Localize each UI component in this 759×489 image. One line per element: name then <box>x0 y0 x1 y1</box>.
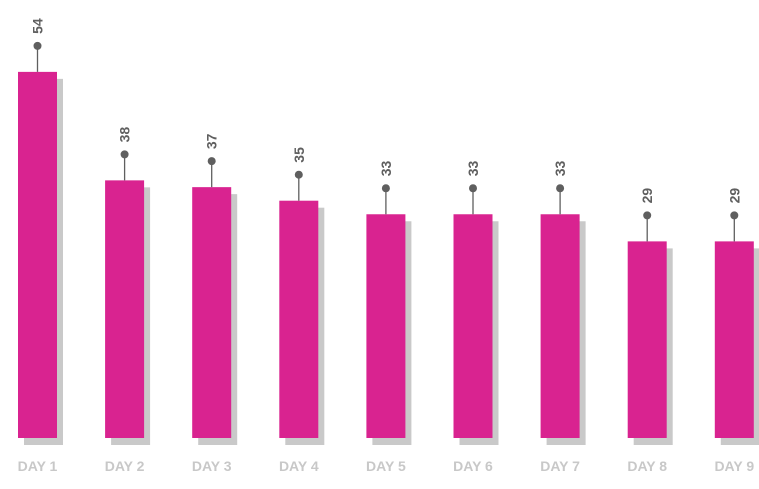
category-label: DAY 1 <box>18 458 58 474</box>
category-label: DAY 8 <box>627 458 667 474</box>
category-label: DAY 4 <box>279 458 319 474</box>
data-label: 29 <box>639 188 655 204</box>
data-label: 38 <box>117 127 133 143</box>
bar-marker-dot <box>556 184 565 193</box>
data-label: 37 <box>204 133 220 149</box>
bar <box>366 214 406 438</box>
bar-marker-dot <box>469 184 477 193</box>
bar-marker-dot <box>643 211 652 220</box>
data-label: 35 <box>291 147 307 163</box>
data-label: 33 <box>378 160 394 176</box>
bar-marker-dot <box>381 184 390 193</box>
data-label: 29 <box>726 188 742 204</box>
bar <box>279 200 319 438</box>
category-label: DAY 6 <box>453 458 493 474</box>
category-label: DAY 3 <box>192 458 232 474</box>
bar <box>714 241 754 438</box>
bar <box>453 214 493 438</box>
category-label: DAY 2 <box>105 458 145 474</box>
bar <box>105 180 145 439</box>
bar-marker-dot <box>294 170 303 179</box>
bar-marker-dot <box>730 211 739 220</box>
bar-marker-dot <box>33 41 42 50</box>
data-label: 54 <box>30 18 46 34</box>
category-label: DAY 9 <box>714 458 754 474</box>
bar <box>627 241 667 438</box>
category-label: DAY 7 <box>540 458 580 474</box>
category-label: DAY 5 <box>366 458 406 474</box>
bar <box>192 187 232 438</box>
bar-marker-dot <box>207 157 216 166</box>
bar <box>18 71 57 438</box>
data-label: 33 <box>552 160 568 176</box>
bar <box>540 214 580 438</box>
bar-marker-dot <box>120 150 129 159</box>
data-label: 33 <box>465 160 481 176</box>
